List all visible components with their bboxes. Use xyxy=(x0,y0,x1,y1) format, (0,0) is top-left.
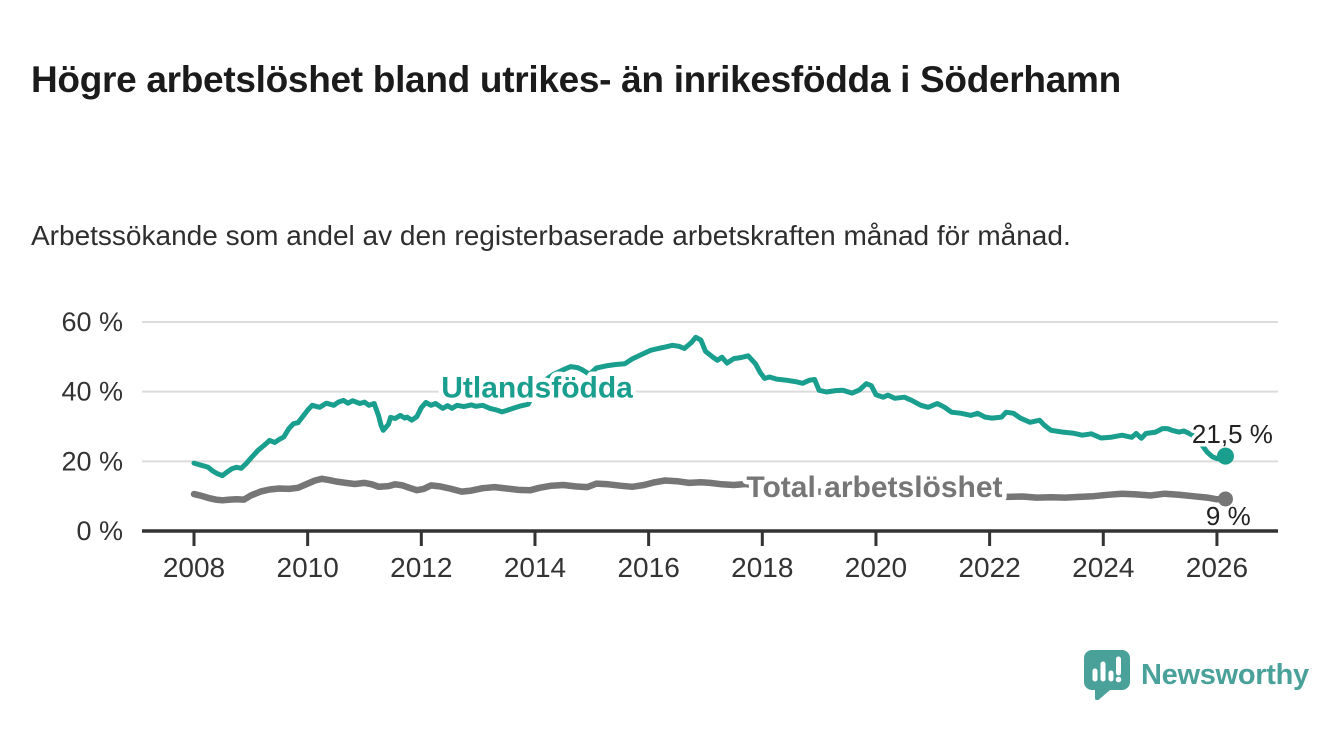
series-label-utlandsf-dda: Utlandsfödda xyxy=(441,371,633,404)
end-dot-total-arbetsloshet xyxy=(1217,491,1233,507)
end-dot-utlandsfodda xyxy=(1216,447,1234,465)
gridlines xyxy=(142,321,1278,463)
x-axis-labels: 2008 2010 2012 2014 2016 2018 2020 2022 2024 2026 xyxy=(163,552,1248,583)
y-axis-labels: 0 % 20 % 40 % 60 % xyxy=(61,307,123,546)
x-tick-label: 2008 xyxy=(163,552,225,583)
end-value-label-21-5-: 21,5 % xyxy=(1192,419,1273,449)
speech-bubble-bar-chart-icon xyxy=(1084,650,1130,700)
x-tick-label: 2012 xyxy=(390,552,452,583)
series-label-total-arbetsl-shet: Total arbetslöshet xyxy=(746,471,1002,504)
x-tick-label: 2026 xyxy=(1186,552,1248,583)
page-title: Högre arbetslöshet bland utrikes- än inr… xyxy=(31,58,1121,100)
x-tick-label: 2014 xyxy=(504,552,566,583)
x-tick-label: 2020 xyxy=(845,552,907,583)
chart-subtitle: Arbetssökande som andel av den registerb… xyxy=(31,220,1071,251)
y-tick-label: 40 % xyxy=(61,377,123,407)
line-utlandsfodda xyxy=(191,334,1228,479)
y-tick-label: 0 % xyxy=(76,516,123,546)
y-tick-label: 20 % xyxy=(61,446,123,476)
x-tick-label: 2018 xyxy=(731,552,793,583)
x-tick-label: 2024 xyxy=(1072,552,1134,583)
x-tick-label: 2022 xyxy=(958,552,1020,583)
logo-wordmark: Newsworthy xyxy=(1141,658,1309,691)
y-tick-label: 60 % xyxy=(61,307,123,337)
x-axis-ticks xyxy=(192,532,1219,546)
newsworthy-logo: Newsworthy xyxy=(1084,650,1309,700)
line-total-arbetsloshet xyxy=(190,475,1229,504)
x-tick-label: 2010 xyxy=(277,552,339,583)
x-tick-label: 2016 xyxy=(617,552,679,583)
